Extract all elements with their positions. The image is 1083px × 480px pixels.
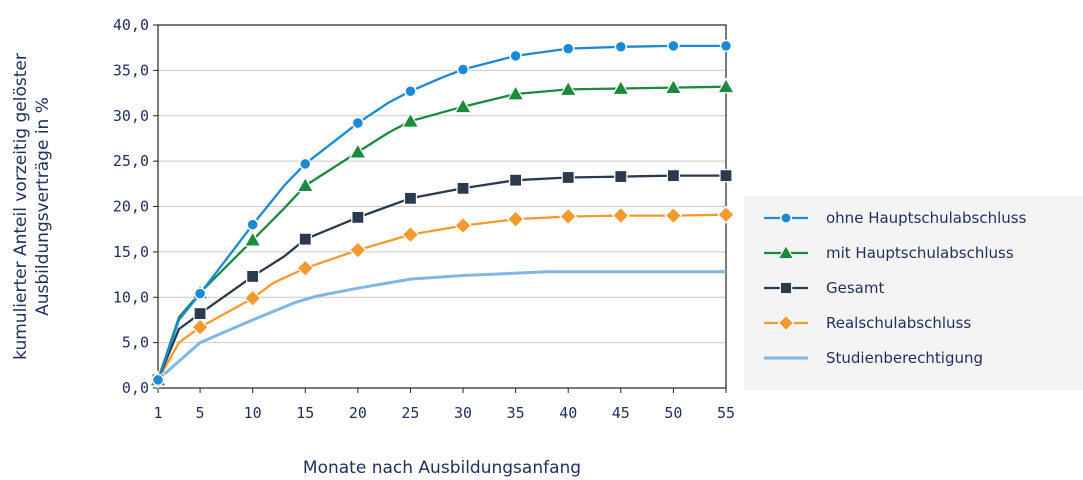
data-point-0-3 (299, 157, 312, 171)
data-point-2-7 (509, 173, 523, 187)
x-tick-label-5: 25 (401, 404, 419, 422)
data-point-0-1 (193, 287, 207, 300)
legend-marker-2 (779, 281, 793, 295)
series-2 (151, 169, 733, 387)
series-line-3 (156, 213, 727, 381)
legend-marker-1 (777, 244, 795, 260)
data-point-3-9 (611, 206, 630, 225)
y-tick-label-1: 5,0 (122, 334, 149, 352)
data-point-2-8 (561, 170, 575, 185)
y-tick-label-3: 15,0 (113, 243, 149, 261)
data-point-3-2 (243, 289, 262, 308)
y-tick-label-8: 40,0 (113, 16, 149, 34)
data-point-0-7 (509, 49, 522, 63)
x-tick-label-7: 35 (507, 404, 525, 422)
legend-label-1: mit Hauptschulabschluss (826, 244, 1014, 262)
y-tick-label-0: 0,0 (122, 379, 149, 397)
data-point-2-3 (298, 232, 312, 246)
data-point-1-9 (611, 79, 630, 96)
y-axis-title: kumulierter Anteil vorzeitig gelöster Aus… (11, 53, 53, 360)
data-point-0-8 (561, 42, 575, 55)
data-point-1-6 (454, 97, 473, 114)
x-tick-label-2: 10 (244, 404, 262, 422)
series-line-2 (156, 174, 726, 381)
x-tick-label-11: 55 (717, 404, 735, 422)
x-tick-label-6: 30 (454, 404, 472, 422)
y-axis-title-line-0: kumulierter Anteil vorzeitig gelöster (11, 53, 31, 360)
data-point-0-0 (151, 373, 165, 387)
data-point-1-4 (348, 142, 367, 159)
data-point-0-10 (667, 39, 680, 53)
x-tick-label-1: 5 (196, 404, 205, 422)
data-point-2-1 (193, 306, 207, 321)
y-tick-label-4: 20,0 (113, 198, 149, 216)
x-tick-label-10: 50 (664, 404, 682, 422)
y-tick-label-6: 30,0 (113, 107, 149, 125)
series-line-1 (156, 85, 727, 381)
data-point-0-5 (404, 84, 417, 98)
series-0 (151, 39, 733, 387)
legend-label-4: Studienberechtigung (826, 349, 983, 367)
data-point-1-7 (506, 84, 525, 101)
data-point-2-6 (456, 181, 470, 195)
data-point-3-5 (401, 225, 420, 244)
series-4 (157, 270, 726, 381)
legend-label-2: Gesamt (826, 279, 884, 297)
data-point-3-3 (296, 259, 315, 278)
legend-marker-3 (777, 314, 795, 332)
data-point-2-10 (666, 169, 681, 183)
y-tick-label-2: 10,0 (113, 288, 149, 306)
data-point-0-2 (246, 218, 259, 231)
x-tick-label-0: 1 (153, 404, 162, 422)
data-point-3-11 (717, 205, 735, 224)
series-1 (148, 77, 736, 387)
data-point-3-6 (454, 216, 472, 235)
series-line-4 (157, 270, 726, 381)
legend-label-3: Realschulabschluss (826, 314, 971, 332)
data-point-1-10 (664, 78, 683, 95)
x-tick-label-8: 40 (559, 404, 577, 422)
data-point-0-6 (456, 63, 470, 76)
data-point-2-11 (719, 169, 733, 183)
series-line-0 (156, 44, 726, 381)
data-point-2-9 (614, 169, 628, 184)
data-point-1-2 (243, 230, 262, 247)
data-point-1-3 (296, 176, 315, 193)
legend-label-0: ohne Hauptschulabschluss (826, 209, 1027, 227)
data-point-3-10 (664, 206, 683, 225)
data-point-2-2 (246, 269, 260, 283)
x-axis-title: Monate nach Ausbildungsanfang (303, 458, 581, 478)
x-tick-label-4: 20 (349, 404, 367, 422)
legend: ohne Hauptschulabschluss mit Hauptschulab… (744, 196, 1083, 390)
y-tick-label-5: 25,0 (113, 152, 149, 170)
data-point-3-4 (349, 241, 367, 259)
legend-marker-0 (780, 212, 792, 224)
data-point-2-5 (403, 191, 418, 205)
y-axis-title-line-1: Ausbildungsverträge in % (33, 97, 53, 316)
x-tick-label-9: 45 (612, 404, 630, 422)
data-point-3-1 (191, 318, 209, 337)
data-point-1-5 (401, 111, 420, 128)
data-point-0-9 (614, 40, 628, 54)
data-point-1-8 (559, 80, 578, 97)
data-point-3-8 (559, 207, 578, 226)
data-point-3-7 (506, 210, 525, 229)
data-point-0-11 (719, 39, 733, 53)
data-point-1-11 (716, 77, 736, 94)
data-point-0-4 (351, 116, 365, 130)
y-tick-label-7: 35,0 (113, 61, 149, 79)
x-tick-label-3: 15 (296, 404, 314, 422)
data-point-2-4 (351, 210, 365, 224)
